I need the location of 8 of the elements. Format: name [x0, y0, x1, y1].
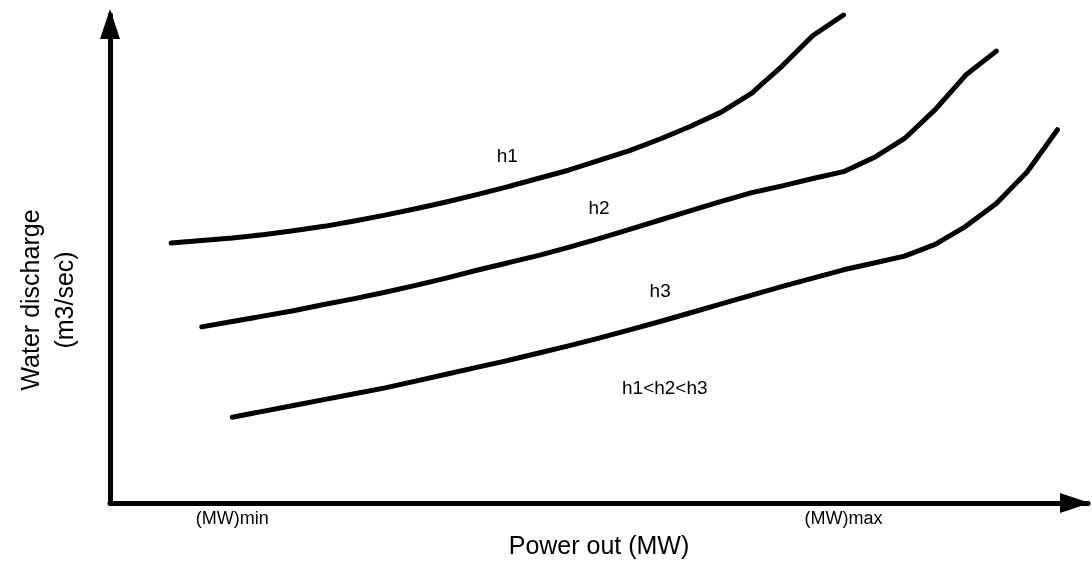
x-tick-label: (MW)max: [804, 508, 883, 529]
series-label: h1: [496, 144, 518, 166]
annotation: h1<h2<h3: [622, 377, 708, 398]
x-axis-title: Power out (MW): [508, 530, 690, 559]
y-axis-title: Water discharge (m3/sec): [16, 209, 78, 391]
series-label: h2: [588, 196, 610, 218]
series-label: h3: [649, 279, 671, 301]
x-tick-label: (MW)min: [195, 508, 269, 529]
